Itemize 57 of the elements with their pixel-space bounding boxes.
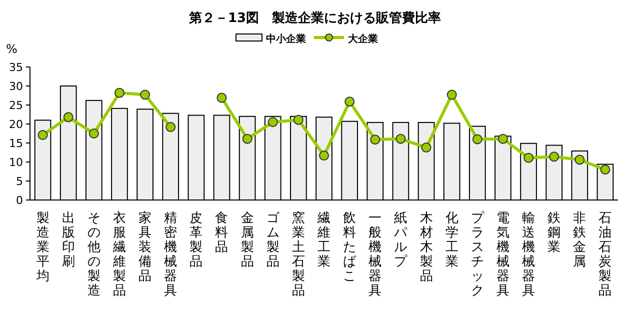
point bbox=[268, 117, 278, 128]
x-tick-label: 金属製品 bbox=[240, 211, 254, 270]
point bbox=[88, 128, 99, 138]
point bbox=[319, 150, 329, 161]
y-tick-label: 25 bbox=[9, 99, 23, 112]
x-tick-label: 石油石炭製品 bbox=[598, 211, 612, 298]
point bbox=[524, 152, 534, 163]
point bbox=[216, 92, 227, 103]
x-tick-label: 衣服繊維製品 bbox=[112, 211, 126, 298]
point bbox=[549, 152, 560, 162]
point bbox=[344, 96, 355, 107]
point bbox=[63, 112, 74, 122]
y-tick-label: 15 bbox=[9, 137, 23, 150]
point bbox=[140, 90, 150, 100]
point bbox=[293, 114, 304, 125]
x-tick-label: 食料品 bbox=[215, 211, 228, 255]
x-tick-label: 化学工業 bbox=[445, 211, 458, 270]
point bbox=[166, 122, 176, 132]
x-tick-label: 精密機械器具 bbox=[164, 211, 178, 298]
point bbox=[498, 134, 508, 144]
y-tick-label: 10 bbox=[9, 156, 23, 169]
x-tick-label: 窯業土石製品 bbox=[292, 210, 305, 298]
x-tick-label: 製造業平均 bbox=[35, 211, 50, 284]
point bbox=[600, 164, 610, 175]
y-tick-label: 35 bbox=[9, 61, 23, 74]
x-tick-label: プラスチック bbox=[470, 211, 485, 298]
point bbox=[242, 134, 252, 144]
x-tick-label: 鉄鋼業 bbox=[548, 211, 561, 255]
y-tick-label: 5 bbox=[16, 175, 23, 188]
point bbox=[38, 130, 48, 140]
chart-title: 第２－13図 製造企業における販管費比率 bbox=[188, 10, 442, 26]
point bbox=[396, 134, 406, 144]
point bbox=[472, 134, 482, 144]
x-tick-label: 皮革製品 bbox=[190, 211, 203, 270]
x-tick-label: 一般機械器具 bbox=[368, 211, 382, 298]
y-tick-label: 0 bbox=[16, 194, 23, 207]
x-tick-label: 木材木製品 bbox=[418, 211, 433, 284]
y-tick-label: 20 bbox=[9, 118, 23, 131]
x-tick-label: 非鉄金属 bbox=[573, 211, 586, 270]
x-tick-label: 飲料たばこ bbox=[343, 211, 358, 284]
point bbox=[421, 142, 432, 153]
legend-label: 中小企業 bbox=[266, 33, 306, 45]
point bbox=[574, 154, 585, 165]
y-tick-label: 30 bbox=[9, 80, 23, 93]
x-tick-label: 出版印刷 bbox=[62, 211, 75, 270]
point bbox=[114, 88, 124, 98]
legend-label: 大企業 bbox=[347, 33, 378, 45]
x-tick-label: 繊維工業 bbox=[316, 211, 330, 270]
y-axis-title: % bbox=[6, 42, 18, 56]
x-tick-label: 家具装備品 bbox=[138, 210, 152, 284]
x-tick-label: ゴム製品 bbox=[266, 211, 280, 270]
point bbox=[370, 134, 380, 145]
x-tick-label: その他の製造 bbox=[87, 211, 100, 298]
point bbox=[446, 90, 457, 100]
x-tick-label: 電気機械器具 bbox=[496, 211, 510, 298]
x-tick-label: 紙パルプ bbox=[393, 211, 408, 270]
x-tick-label: 輸送機械器具 bbox=[522, 211, 536, 298]
